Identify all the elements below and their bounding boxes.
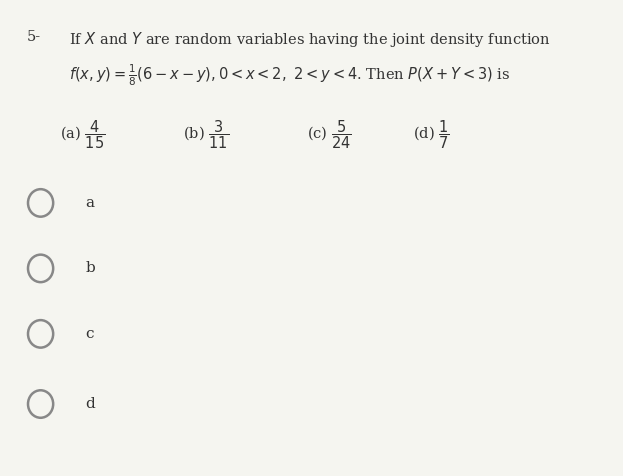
Text: c: c xyxy=(85,327,94,341)
Text: 5-: 5- xyxy=(27,30,40,44)
Text: (c) $\dfrac{5}{24}$: (c) $\dfrac{5}{24}$ xyxy=(307,119,351,151)
Text: d: d xyxy=(85,397,95,411)
Text: b: b xyxy=(85,261,95,276)
Text: (d) $\dfrac{1}{7}$: (d) $\dfrac{1}{7}$ xyxy=(413,119,450,151)
Text: $f(x,y) = \frac{1}{8}(6-x-y), 0 < x < 2,\ 2 < y < 4$. Then $P(X+Y<3)$ is: $f(x,y) = \frac{1}{8}(6-x-y), 0 < x < 2,… xyxy=(69,63,510,88)
Text: (a) $\dfrac{4}{15}$: (a) $\dfrac{4}{15}$ xyxy=(60,119,105,151)
Text: (b) $\dfrac{3}{11}$: (b) $\dfrac{3}{11}$ xyxy=(184,119,229,151)
Text: If $X$ and $Y$ are random variables having the joint density function: If $X$ and $Y$ are random variables havi… xyxy=(69,30,550,49)
Text: a: a xyxy=(85,196,95,210)
